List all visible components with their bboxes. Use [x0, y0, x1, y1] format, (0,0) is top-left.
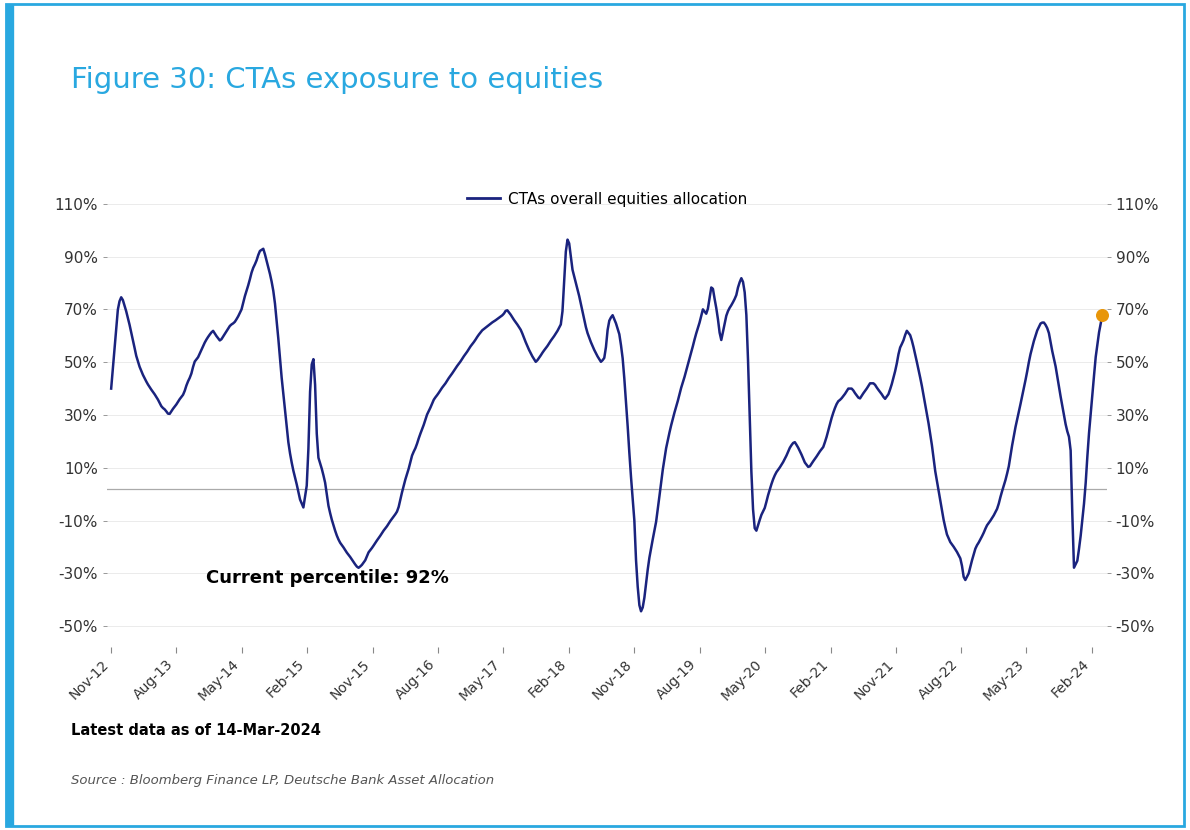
Text: Figure 30: CTAs exposure to equities: Figure 30: CTAs exposure to equities: [71, 66, 603, 95]
Text: Source : Bloomberg Finance LP, Deutsche Bank Asset Allocation: Source : Bloomberg Finance LP, Deutsche …: [71, 774, 495, 788]
Legend: CTAs overall equities allocation: CTAs overall equities allocation: [461, 186, 753, 212]
Point: [1092, 308, 1111, 321]
Text: Latest data as of 14-Mar-2024: Latest data as of 14-Mar-2024: [71, 723, 321, 738]
Text: Current percentile: 92%: Current percentile: 92%: [206, 569, 449, 587]
